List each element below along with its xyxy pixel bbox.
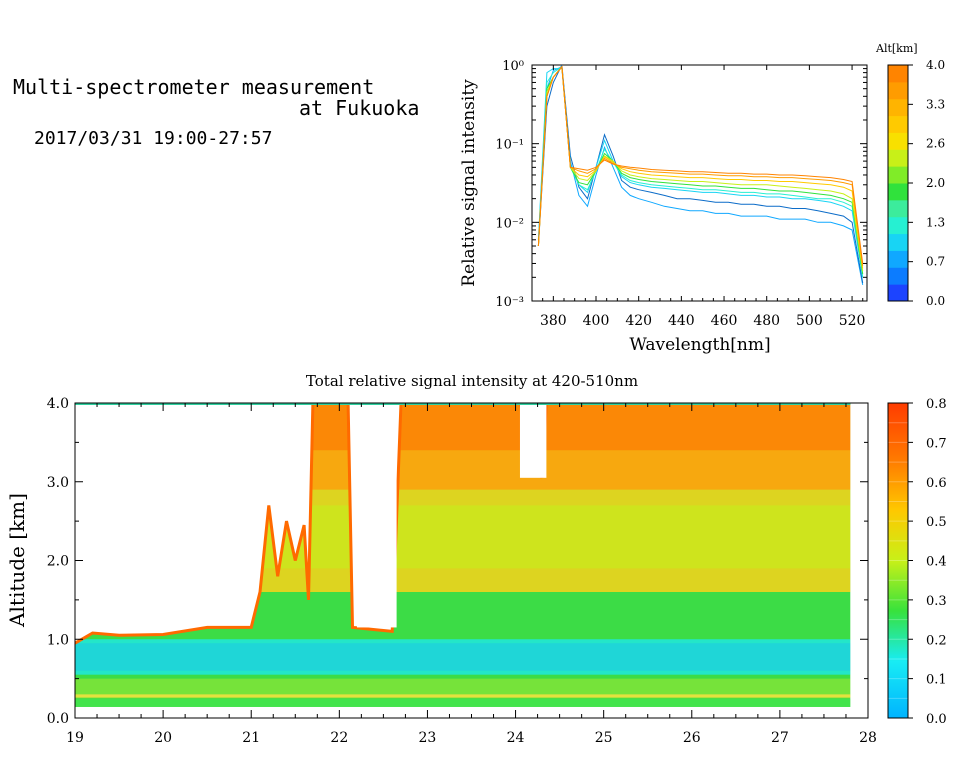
heatmap-xtick-label: 26: [683, 730, 701, 746]
spectrum-ylabel: Relative signal intensity: [459, 79, 479, 287]
intensity-colorbar-label: 0.5: [926, 515, 947, 530]
spectrum-ytick-label: 10⁻²: [495, 216, 524, 231]
altitude-colorbar-label: 4.0: [926, 58, 945, 72]
spectrum-series-line: [537, 65, 864, 264]
altitude-colorbar-band: [888, 81, 908, 100]
altitude-colorbar-label: 2.0: [926, 176, 945, 190]
spectrum-xtick-label: 520: [839, 313, 866, 329]
altitude-colorbar-band: [888, 98, 908, 117]
heatmap-xtick-label: 28: [859, 730, 877, 746]
heatmap-xtick-label: 19: [66, 730, 84, 746]
heatmap-ylabel: Altitude [km]: [5, 493, 29, 628]
altitude-colorbar-label: 3.3: [926, 97, 945, 111]
altitude-colorbar-label: 0.7: [926, 255, 945, 269]
altitude-colorbar-band: [888, 250, 908, 268]
heatmap-mask-bottom: [75, 706, 868, 718]
altitude-colorbar-band: [888, 132, 908, 150]
altitude-colorbar-band: [888, 199, 908, 218]
altitude-colorbar-label: 2.6: [926, 137, 945, 151]
intensity-colorbar-label: 0.3: [926, 594, 947, 609]
intensity-colorbar-label: 0.1: [926, 673, 947, 688]
altitude-colorbar: 0.0 0.7 1.3 2.0 2.6 3.3 4.0 Alt[km]: [875, 42, 945, 308]
heatmap-xtick-label: 23: [419, 730, 437, 746]
heatmap-ytick-label: 2.0: [47, 554, 69, 570]
heatmap-edge: [75, 403, 851, 645]
heatmap-gap: [356, 403, 397, 628]
intensity-colorbar-label: 0.2: [926, 633, 947, 648]
spectrum-plot-frame: [531, 64, 868, 302]
spectrum-series-line: [537, 66, 864, 285]
heatmap-band: [75, 694, 851, 698]
altitude-colorbar-band: [888, 149, 908, 167]
spectrum-plot: 380 400 420 440 460 480 500 520 10⁻³ 10⁻² 10⁻¹ 10⁰…: [459, 59, 868, 355]
spectrum-xtick-label: 500: [796, 313, 823, 329]
spectrum-xlabel: Wavelength[nm]: [629, 335, 770, 355]
heatmap-xtick-label: 27: [771, 730, 789, 746]
spectrum-xtick-label: 440: [668, 313, 695, 329]
spectrum-xtick-label: 380: [540, 313, 567, 329]
heatmap-band: [75, 678, 851, 699]
spectrum-xtick-label: 420: [625, 313, 652, 329]
spectrum-series-line: [537, 65, 864, 278]
spectrum-ytick-label: 10⁻¹: [495, 138, 524, 153]
heatmap-ytick-label: 1.0: [47, 632, 69, 648]
spectrum-ytick-label: 10⁰: [502, 59, 524, 74]
chart-title-line1: Multi-spectrometer measurement: [13, 75, 375, 99]
heatmap-xtick-label: 25: [595, 730, 613, 746]
altitude-colorbar-band: [888, 233, 908, 251]
altitude-colorbar-band: [888, 115, 908, 133]
intensity-colorbar: 0.0 0.1 0.2 0.3 0.4 0.5 0.6 0.7 0.8: [887, 397, 947, 727]
heatmap-ytick-label: 3.0: [47, 475, 69, 491]
spectrum-series-line: [537, 65, 864, 269]
spectrum-xtick-label: 460: [711, 313, 738, 329]
altitude-colorbar-label: 0.0: [926, 294, 945, 308]
heatmap-band: [75, 643, 851, 671]
heatmap-plot: Total relative signal intensity at 420-5…: [5, 372, 877, 746]
altitude-colorbar-band: [888, 216, 908, 235]
altitude-colorbar-band: [888, 284, 908, 302]
altitude-colorbar-label: 1.3: [926, 215, 945, 229]
spectrum-series-line: [537, 65, 864, 283]
spectrum-series-line: [537, 65, 864, 275]
altitude-colorbar-band: [888, 183, 908, 201]
intensity-colorbar-fill: [888, 403, 908, 718]
heatmap-mask-top: [75, 403, 851, 644]
intensity-colorbar-label: 0.6: [926, 476, 947, 491]
intensity-colorbar-label: 0.7: [926, 436, 947, 451]
intensity-colorbar-label: 0.8: [926, 397, 947, 412]
spectrum-series-line: [537, 65, 864, 266]
spectrum-series-line: [537, 65, 864, 272]
heatmap-title: Total relative signal intensity at 420-5…: [306, 372, 638, 390]
heatmap-gap: [519, 403, 547, 478]
altitude-colorbar-band: [888, 65, 908, 83]
altitude-colorbar-title: Alt[km]: [875, 42, 918, 55]
heatmap-band: [75, 699, 851, 707]
heatmap-xtick-label: 20: [154, 730, 172, 746]
heatmap-band: [75, 639, 851, 675]
heatmap-xtick-label: 24: [507, 730, 525, 746]
altitude-colorbar-band: [888, 267, 908, 285]
spectrum-ytick-label: 10⁻³: [495, 295, 524, 310]
intensity-colorbar-label: 0.4: [926, 555, 947, 570]
heatmap-xtick-label: 21: [242, 730, 260, 746]
spectrum-xtick-label: 400: [583, 313, 610, 329]
spectrum-xtick-label: 480: [753, 313, 780, 329]
heatmap-ytick-label: 0.0: [47, 711, 69, 727]
altitude-colorbar-band: [888, 166, 908, 184]
chart-title-line2: at Fukuoka: [299, 96, 420, 120]
date-range: 2017/03/31 19:00-27:57: [34, 128, 273, 149]
heatmap-ytick-label: 4.0: [47, 396, 69, 412]
intensity-colorbar-label: 0.0: [926, 712, 947, 727]
heatmap-xtick-label: 22: [330, 730, 348, 746]
